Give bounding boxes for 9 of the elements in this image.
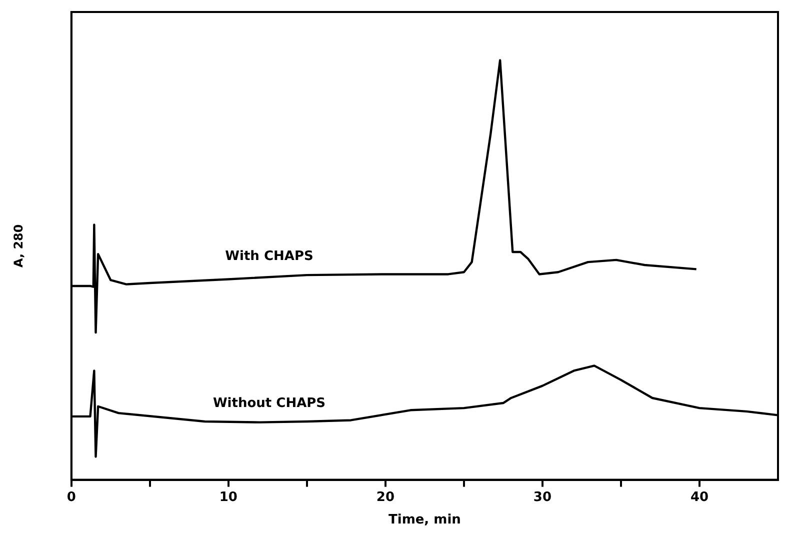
x-tick-label: 20 xyxy=(376,490,394,505)
y-axis-title: A, 280 xyxy=(11,224,26,268)
x-tick-label: 0 xyxy=(66,490,76,505)
series-label: With CHAPS xyxy=(225,248,314,264)
series-label: Without CHAPS xyxy=(212,396,326,412)
x-tick-label: 40 xyxy=(690,490,709,505)
x-axis-title: Time, min xyxy=(388,512,461,528)
x-tick-label: 10 xyxy=(219,490,238,505)
x-tick-label: 30 xyxy=(533,490,552,505)
